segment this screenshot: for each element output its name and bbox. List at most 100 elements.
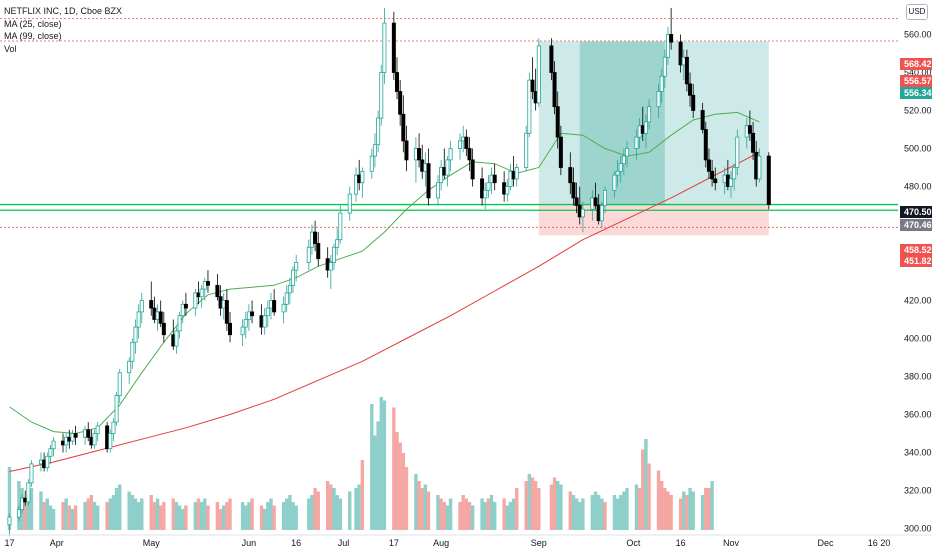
volume-bar bbox=[316, 491, 320, 530]
price-tick-label: 300.00 bbox=[904, 524, 932, 534]
volume-bar bbox=[464, 498, 469, 530]
candle bbox=[379, 64, 384, 126]
candle bbox=[612, 171, 617, 198]
candle bbox=[684, 49, 689, 92]
volume-bar bbox=[285, 498, 289, 530]
price-tick-label: 520.00 bbox=[904, 106, 932, 116]
candle bbox=[599, 201, 604, 229]
volume-bar bbox=[505, 505, 509, 530]
volume-bar bbox=[111, 495, 116, 530]
candle bbox=[38, 452, 43, 472]
position-tool[interactable] bbox=[538, 41, 769, 236]
candle bbox=[549, 38, 554, 81]
legend-symbol[interactable]: NETFLIX INC, 1D, Cboe BZX bbox=[4, 6, 123, 16]
candle bbox=[199, 285, 204, 309]
candle bbox=[555, 91, 560, 149]
volume-bar bbox=[354, 488, 358, 530]
candle bbox=[281, 296, 286, 324]
candle bbox=[347, 186, 352, 221]
candle bbox=[735, 129, 740, 176]
candle bbox=[435, 175, 440, 206]
volume-bar bbox=[612, 495, 617, 530]
volume-bar bbox=[184, 505, 188, 530]
volume-bar bbox=[130, 495, 135, 530]
candle bbox=[747, 110, 752, 141]
candle bbox=[331, 243, 336, 271]
candle bbox=[215, 273, 220, 301]
volume-bar bbox=[370, 404, 374, 530]
volume-bar bbox=[181, 509, 185, 530]
candle bbox=[155, 304, 160, 331]
volume-bar bbox=[663, 488, 667, 530]
candle bbox=[268, 292, 273, 320]
volume-bar bbox=[288, 495, 292, 530]
time-tick-label: 17 bbox=[389, 538, 399, 548]
volume-bar bbox=[174, 502, 179, 530]
candle bbox=[732, 163, 737, 191]
time-tick-label: 16 bbox=[291, 538, 301, 548]
currency-button[interactable]: USD bbox=[906, 4, 928, 20]
volume-bar bbox=[556, 481, 560, 530]
volume-bar bbox=[625, 488, 629, 530]
volume-bar bbox=[691, 491, 695, 530]
price-tick-label: 540.00 bbox=[904, 68, 932, 78]
volume-bar bbox=[225, 502, 229, 530]
volume-bar bbox=[600, 498, 604, 530]
volume-bar bbox=[524, 481, 528, 530]
candle bbox=[357, 159, 362, 191]
volume-bar bbox=[357, 484, 361, 530]
candle bbox=[130, 338, 135, 369]
volume-bar bbox=[533, 481, 538, 530]
candle bbox=[306, 239, 311, 271]
volume-bar bbox=[515, 488, 519, 530]
candle bbox=[467, 137, 472, 172]
candle bbox=[83, 425, 88, 445]
candle bbox=[51, 437, 56, 457]
time-tick-label: Apr bbox=[50, 538, 64, 548]
legend-vol[interactable]: Vol bbox=[4, 43, 17, 54]
time-tick-label: May bbox=[143, 538, 161, 548]
candle bbox=[291, 266, 296, 293]
volume-bar bbox=[669, 495, 673, 530]
price-tags: 568.42 556.57 556.34 470.50 470.46 458.52451.… bbox=[900, 58, 932, 267]
candle bbox=[335, 228, 340, 255]
candle bbox=[615, 159, 620, 187]
volume-bar bbox=[688, 488, 692, 530]
candle bbox=[177, 311, 182, 339]
volume-bar bbox=[215, 502, 220, 530]
volume-bar bbox=[136, 502, 141, 530]
candle bbox=[552, 61, 557, 115]
candle bbox=[360, 167, 365, 198]
time-tick-label: Jul bbox=[338, 538, 350, 548]
volume-bar bbox=[704, 488, 708, 530]
legend-ma99[interactable]: MA (99, close) bbox=[4, 31, 62, 41]
volume-bar bbox=[240, 502, 245, 530]
chart-legend: NETFLIX INC, 1D, Cboe BZX MA (25, close)… bbox=[4, 5, 122, 55]
legend-ma25[interactable]: MA (25, close) bbox=[4, 18, 62, 29]
candle bbox=[294, 254, 299, 282]
candle bbox=[669, 7, 674, 50]
time-axis[interactable]: 17 Apr May Jun 16 Jul 17 Aug Sep Oct 16 Nov Dec 16 20 bbox=[0, 534, 932, 548]
candle bbox=[265, 300, 270, 328]
volume-bar bbox=[61, 502, 65, 530]
candle bbox=[152, 296, 157, 324]
candle bbox=[505, 178, 510, 202]
volume-bar bbox=[508, 502, 513, 530]
candle bbox=[691, 83, 696, 119]
candle bbox=[536, 38, 541, 107]
candle bbox=[42, 452, 47, 472]
volume-bar bbox=[596, 495, 601, 530]
candle bbox=[483, 182, 488, 210]
candle bbox=[127, 357, 132, 385]
candle bbox=[647, 99, 652, 130]
stop-zone[interactable] bbox=[538, 204, 769, 236]
volume-bar bbox=[401, 453, 406, 530]
volume-bar bbox=[332, 488, 336, 530]
volume-bar bbox=[678, 498, 683, 530]
candle bbox=[401, 95, 406, 153]
volume-bar bbox=[483, 502, 487, 530]
volume-bar bbox=[250, 498, 254, 530]
candle bbox=[243, 311, 248, 339]
volume-bar bbox=[480, 498, 484, 530]
